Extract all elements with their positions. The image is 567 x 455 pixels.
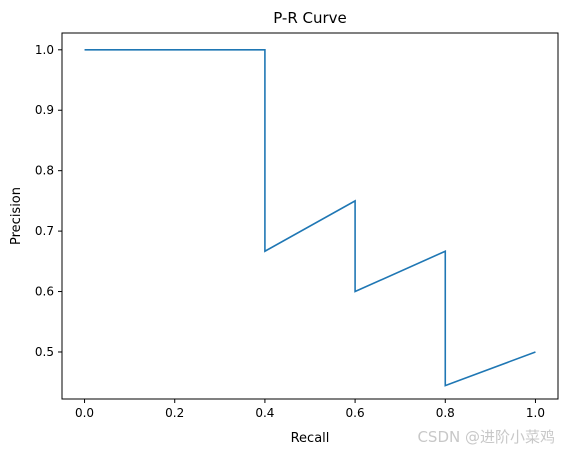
y-tick-label: 0.8 bbox=[35, 164, 54, 178]
y-tick-label: 0.9 bbox=[35, 103, 54, 117]
x-axis-label: Recall bbox=[291, 431, 330, 446]
y-axis-label: Precision bbox=[9, 187, 24, 245]
x-tick-label: 1.0 bbox=[526, 406, 545, 420]
x-tick-label: 0.2 bbox=[165, 406, 184, 420]
y-tick-label: 0.6 bbox=[35, 285, 54, 299]
x-tick-label: 0.0 bbox=[75, 406, 94, 420]
y-tick-label: 0.5 bbox=[35, 345, 54, 359]
y-tick-label: 1.0 bbox=[35, 43, 54, 57]
x-tick-label: 0.8 bbox=[436, 406, 455, 420]
series-line-0 bbox=[84, 48, 536, 387]
chart-title: P-R Curve bbox=[273, 9, 347, 27]
x-tick-label: 0.6 bbox=[346, 406, 365, 420]
plot-frame bbox=[61, 32, 559, 400]
watermark: CSDN @进阶小菜鸡 bbox=[417, 428, 555, 446]
x-tick-label: 0.4 bbox=[255, 406, 274, 420]
y-tick-label: 0.7 bbox=[35, 224, 54, 238]
